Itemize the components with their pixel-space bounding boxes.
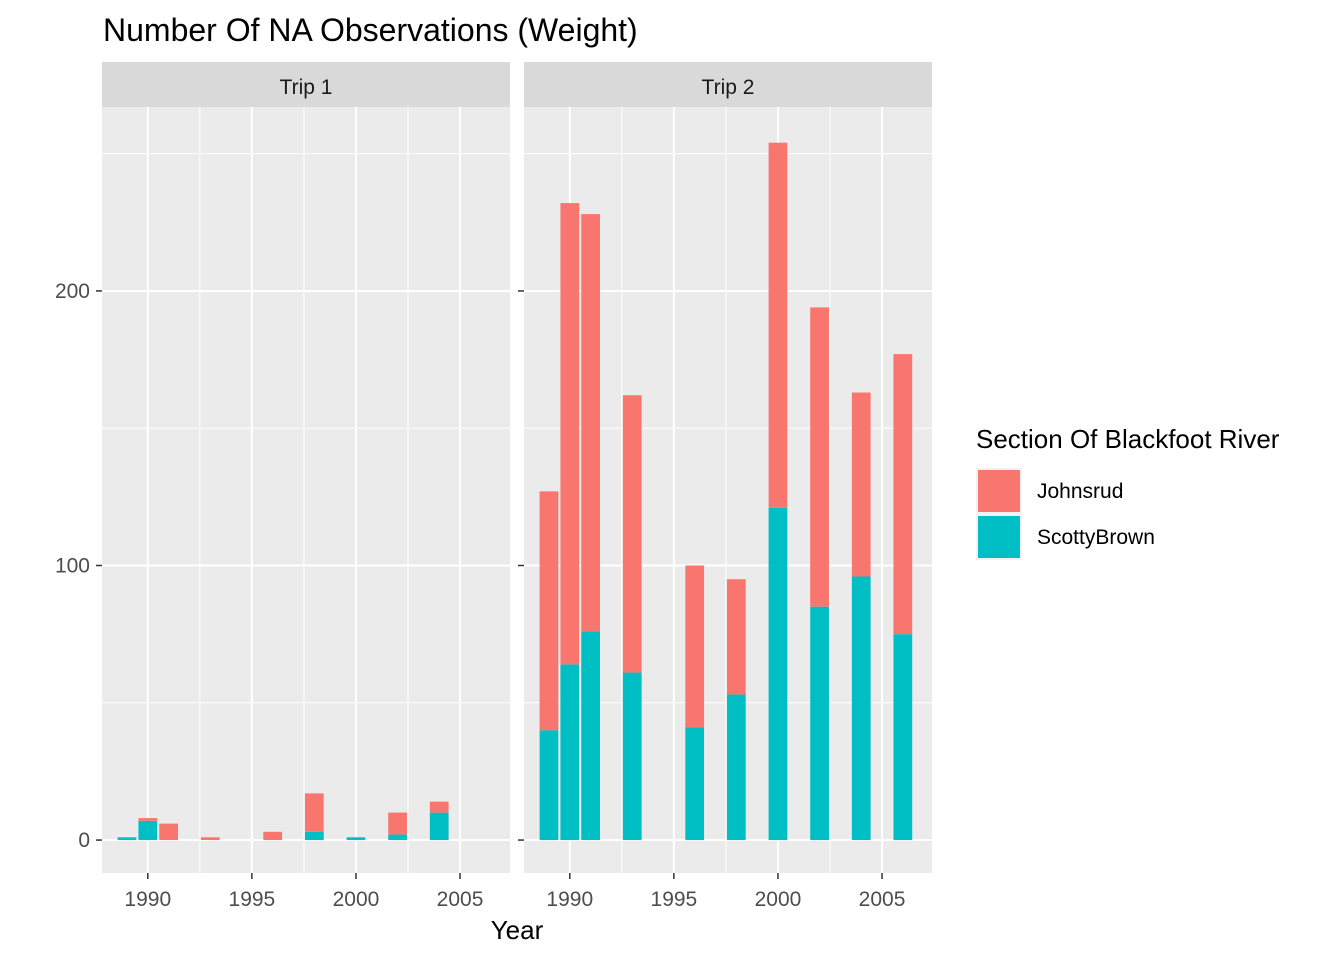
y-tick-label: 100 [55, 555, 90, 578]
bar-johnsrud-1990 [138, 818, 158, 821]
bar-johnsrud-1993 [200, 837, 220, 841]
bar-scottybrown-1996 [685, 727, 705, 841]
bar-scottybrown-1993 [622, 672, 642, 841]
bar-scottybrown-2006 [893, 634, 913, 841]
legend-items: Johnsrud ScottyBrown [976, 468, 1155, 560]
bar-johnsrud-1996 [263, 831, 283, 841]
x-tick-label: 2005 [859, 888, 906, 911]
bar-johnsrud-1993 [622, 395, 642, 673]
x-tick-label: 2005 [437, 888, 484, 911]
x-tick-label: 1995 [229, 888, 276, 911]
x-axis-title: Year [491, 915, 544, 945]
facet-strip [102, 62, 510, 107]
bar-scottybrown-2002 [388, 834, 407, 841]
x-tick-label: 1990 [124, 888, 171, 911]
panel-background [102, 107, 510, 873]
facet-1: Trip 1 1990 1995 2000 2005 0 100 200 [55, 62, 510, 911]
bar-johnsrud-2004 [851, 392, 871, 577]
facet-strip-label: Trip 1 [280, 76, 333, 99]
bar-johnsrud-1991 [159, 823, 178, 841]
chart-title: Number Of NA Observations (Weight) [103, 12, 638, 48]
bar-johnsrud-2006 [893, 354, 913, 635]
bar-scottybrown-2000 [346, 837, 366, 841]
x-tick-label: 2000 [333, 888, 380, 911]
bar-johnsrud-1998 [726, 579, 746, 695]
bar-scottybrown-1989 [117, 837, 137, 841]
bar-johnsrud-1996 [685, 565, 705, 728]
legend-title: Section Of Blackfoot River [976, 424, 1280, 454]
bar-johnsrud-1998 [304, 793, 324, 832]
legend-key-scottybrown [978, 516, 1020, 558]
legend-label-scottybrown: ScottyBrown [1037, 526, 1155, 549]
legend-label-johnsrud: Johnsrud [1037, 480, 1123, 503]
facet-strip [524, 62, 932, 107]
bar-johnsrud-1989 [539, 491, 559, 731]
legend-key-johnsrud [978, 470, 1020, 512]
facet-strip-label: Trip 2 [702, 76, 755, 99]
y-tick-label: 0 [78, 829, 90, 852]
bar-scottybrown-2004 [851, 576, 871, 841]
bar-scottybrown-1991 [581, 631, 600, 841]
bar-johnsrud-2004 [429, 801, 449, 813]
bar-scottybrown-2000 [768, 507, 788, 841]
x-tick-label: 1995 [651, 888, 698, 911]
bar-scottybrown-1998 [304, 831, 324, 841]
legend: Section Of Blackfoot River Johnsrud Scott… [976, 424, 1280, 560]
bar-scottybrown-1990 [560, 664, 580, 841]
bar-johnsrud-2002 [810, 307, 829, 607]
bar-scottybrown-1998 [726, 694, 746, 841]
bar-scottybrown-1990 [138, 820, 158, 841]
bar-scottybrown-2002 [810, 606, 829, 841]
bar-johnsrud-2002 [388, 812, 407, 835]
bar-scottybrown-2004 [429, 812, 449, 841]
bar-johnsrud-1991 [581, 214, 600, 632]
bar-johnsrud-2000 [768, 142, 788, 508]
y-tick-label: 200 [55, 280, 90, 303]
bar-johnsrud-1990 [560, 203, 580, 665]
bar-scottybrown-1989 [539, 730, 559, 841]
facet-panels: Trip 1 1990 1995 2000 2005 0 100 200 Trip 2 1990 1… [55, 62, 932, 911]
x-tick-label: 1990 [546, 888, 593, 911]
facet-2: Trip 2 1990 1995 2000 2005 [518, 62, 932, 911]
x-tick-label: 2000 [755, 888, 802, 911]
